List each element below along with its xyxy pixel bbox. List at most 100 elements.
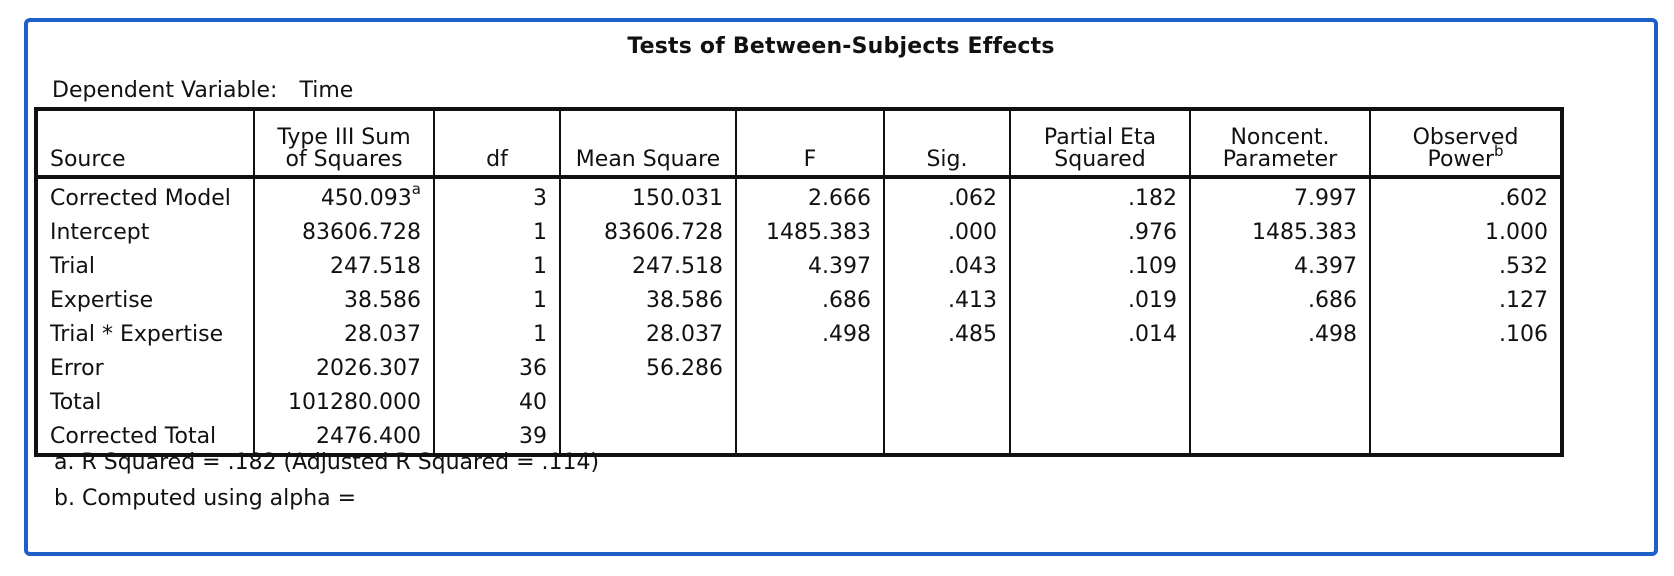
header-pw-line1: Observed [1412,125,1519,150]
cell-source: Expertise [36,283,255,317]
cell-mean-square-value: 150.031 [632,185,723,211]
cell-observed-power: .127 [1369,283,1562,317]
cell-sum-of-squares-value: 247.518 [330,253,421,279]
cell-partial-eta: .976 [1009,215,1190,249]
header-sum-of-squares: Type III Sum of Squares [253,109,434,179]
cell-source-value: Trial [50,253,95,279]
cell-noncent [1189,351,1370,385]
header-source: Source [36,109,255,179]
cell-sig: .043 [883,249,1010,283]
cell-observed-power: .106 [1369,317,1562,351]
cell-partial-eta [1009,419,1190,455]
cell-noncent: .686 [1189,283,1370,317]
cell-observed-power-value: .106 [1499,321,1548,347]
cell-df-value: 39 [519,423,547,449]
cell-noncent [1189,385,1370,419]
cell-df: 40 [433,385,560,419]
cell-sig-value: .485 [948,321,997,347]
header-ss-line2: of Squares [285,147,403,172]
table-row: Total 101280.000 40 [36,385,1562,419]
cell-df: 3 [433,177,560,215]
cell-f-value: .686 [822,287,871,313]
table-row: Expertise 38.586 1 38.586 .686 .413 .019 .686 .1… [36,283,1562,317]
header-partial-eta: Partial Eta Squared [1009,109,1190,179]
cell-f [735,419,884,455]
cell-f: 4.397 [735,249,884,283]
cell-mean-square-value: 247.518 [632,253,723,279]
table-title: Tests of Between-Subjects Effects [627,34,1055,59]
anova-table: Source Type III Sum of Squares df Mean Sq… [34,107,1564,457]
cell-noncent: 1485.383 [1189,215,1370,249]
cell-mean-square-value: 56.286 [646,355,723,381]
table-row: Error 2026.307 36 56.286 [36,351,1562,385]
cell-sig-value: .062 [948,185,997,211]
cell-source-value: Trial * Expertise [50,321,224,347]
cell-sum-of-squares: 83606.728 [253,215,434,249]
cell-noncent-value: .686 [1308,287,1357,313]
cell-sum-of-squares: 38.586 [253,283,434,317]
header-row: Source Type III Sum of Squares df Mean Sq… [36,109,1562,179]
cell-df-value: 36 [519,355,547,381]
header-f: F [735,109,884,179]
cell-mean-square [559,419,736,455]
cell-source-value: Total [50,389,102,415]
cell-sig-value: .000 [948,219,997,245]
header-eta-line2: Squared [1054,147,1146,172]
footnote-a: a. R Squared = .182 (Adjusted R Squared … [54,450,600,475]
dependent-variable-label: Dependent Variable: [52,78,278,103]
cell-df: 1 [433,317,560,351]
cell-noncent-value: 4.397 [1294,253,1357,279]
cell-f: 1485.383 [735,215,884,249]
cell-partial-eta: .014 [1009,317,1190,351]
footnote-marker-b: b [1493,141,1504,160]
cell-df-value: 1 [533,321,547,347]
cell-observed-power: 1.000 [1369,215,1562,249]
header-mean-square: Mean Square [559,109,736,179]
cell-source-value: Error [50,355,104,381]
cell-f [735,351,884,385]
cell-observed-power-value: .127 [1499,287,1548,313]
cell-sum-of-squares: 247.518 [253,249,434,283]
cell-f: .498 [735,317,884,351]
cell-partial-eta-value: .976 [1128,219,1177,245]
dependent-variable-line: Dependent Variable: Time [52,78,353,103]
cell-noncent: .498 [1189,317,1370,351]
cell-observed-power [1369,385,1562,419]
cell-sig [883,419,1010,455]
cell-source-value: Expertise [50,287,154,313]
header-nc-line2: Parameter [1222,147,1338,172]
cell-sig: .062 [883,177,1010,215]
cell-noncent-value: 1485.383 [1252,219,1357,245]
header-observed-power: Observed Powerb [1369,109,1562,179]
cell-sig-value: .043 [948,253,997,279]
cell-source-value: Intercept [50,219,150,245]
cell-sum-of-squares-value: 101280.000 [288,389,421,415]
cell-f: .686 [735,283,884,317]
cell-sum-of-squares-value: 2476.400 [316,423,421,449]
cell-source: Corrected Total [36,419,255,455]
cell-mean-square [559,385,736,419]
cell-df-value: 1 [533,219,547,245]
cell-noncent-value: .498 [1308,321,1357,347]
header-sig: Sig. [883,109,1010,179]
cell-df-value: 3 [533,185,547,211]
cell-partial-eta: .019 [1009,283,1190,317]
table-row: Intercept 83606.728 1 83606.728 1485.383 .000… [36,215,1562,249]
cell-sig [883,351,1010,385]
cell-observed-power: .532 [1369,249,1562,283]
cell-mean-square: 150.031 [559,177,736,215]
cell-df-value: 40 [519,389,547,415]
cell-partial-eta [1009,351,1190,385]
cell-df: 36 [433,351,560,385]
cell-observed-power-value: .532 [1499,253,1548,279]
cell-sum-of-squares-value: 38.586 [344,287,421,313]
cell-sig-value: .413 [948,287,997,313]
cell-mean-square-value: 83606.728 [604,219,723,245]
cell-partial-eta: .109 [1009,249,1190,283]
cell-sum-of-squares-value: 450.093 [320,185,412,211]
cell-mean-square: 38.586 [559,283,736,317]
cell-f [735,385,884,419]
cell-sig: .413 [883,283,1010,317]
cell-mean-square: 56.286 [559,351,736,385]
cell-partial-eta-value: .014 [1128,321,1177,347]
